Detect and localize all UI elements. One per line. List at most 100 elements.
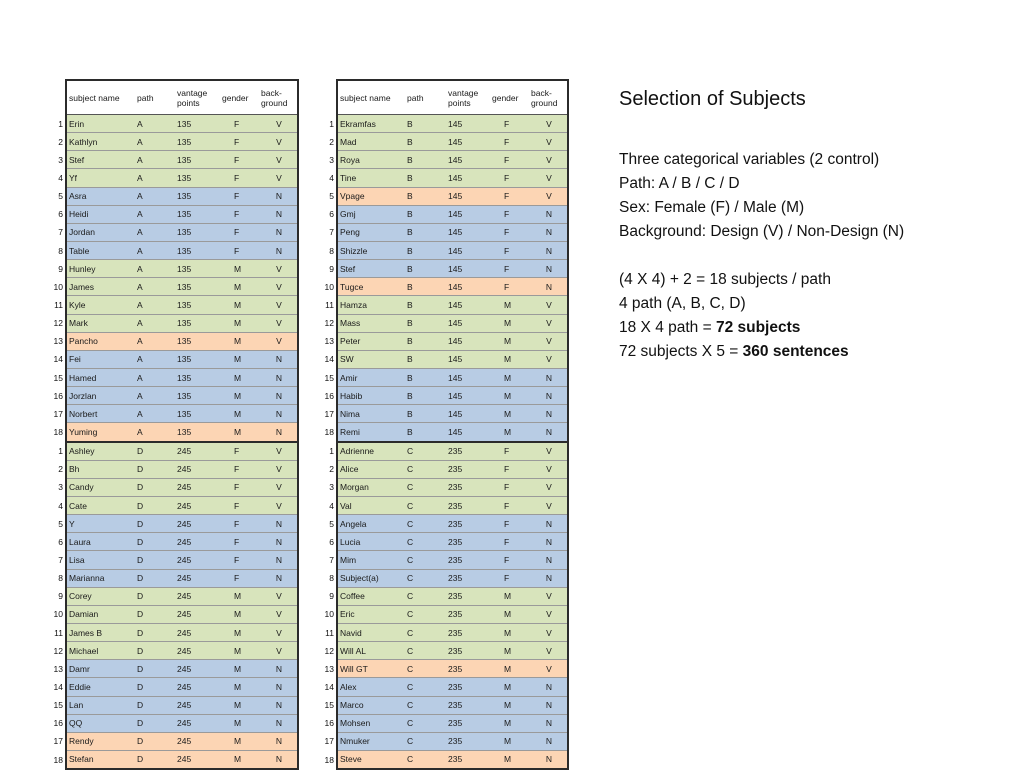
header-background-line2: ground [261,97,288,108]
cell-subject-name: Y [65,514,135,534]
header-background: back-ground [529,79,569,115]
cell-gender: F [490,441,529,461]
cell-gender: F [220,114,259,134]
cell-vantage-points: 135 [175,259,220,279]
cell-subject-name: Jordan [65,223,135,242]
cell-path: D [135,750,175,770]
cell-vantage-points: 145 [446,150,490,170]
cell-vantage-points: 235 [446,587,490,606]
row-number: 5 [322,187,337,206]
cell-gender: F [490,132,529,152]
cell-vantage-points: 235 [446,732,490,751]
row-number: 3 [52,150,66,169]
cell-path: B [405,187,446,206]
table-row: 14 Fei A 135 M N [52,350,299,369]
total-subjects-value: 72 subjects [715,319,801,336]
slide-title: Selection of Subjects [619,88,806,110]
cell-subject-name: Hamed [65,368,135,388]
row-number-header [52,80,66,115]
cell-background: N [529,422,569,443]
cell-path: D [135,569,175,588]
table-row: 18 Remi B 145 M N [322,422,569,443]
cell-path: C [405,460,446,479]
cell-vantage-points: 135 [175,205,220,224]
cell-path: A [135,259,175,279]
row-number: 12 [322,314,337,333]
table-row: 1 Adrienne C 235 F V [322,441,569,461]
cell-gender: M [490,314,529,333]
cell-vantage-points: 135 [175,187,220,206]
cell-path: D [135,677,175,697]
row-number: 13 [52,659,66,678]
table-row: 6 Laura D 245 F N [52,532,299,552]
cell-gender: M [490,404,529,424]
cell-gender: F [220,168,259,188]
table-row: 6 Heidi A 135 F N [52,205,299,224]
cell-vantage-points: 145 [446,295,490,315]
cell-vantage-points: 135 [175,350,220,369]
cell-background: V [259,623,299,643]
cell-gender: F [220,478,259,497]
header-background: back-ground [259,79,299,115]
cell-path: D [135,714,175,733]
cell-vantage-points: 145 [446,259,490,279]
cell-subject-name: Damian [65,605,135,624]
cell-path: A [135,150,175,170]
cell-subject-name: Lan [65,696,135,715]
cell-subject-name: Norbert [65,404,135,424]
cell-gender: M [220,332,259,351]
cell-path: D [135,514,175,534]
cell-vantage-points: 135 [175,114,220,134]
cell-vantage-points: 145 [446,241,490,261]
cell-gender: F [490,478,529,497]
cell-path: C [405,587,446,606]
cell-background: N [529,404,569,424]
total-sentences-prefix: 72 subjects X 5 = [619,343,743,360]
table-row: 14 SW B 145 M V [322,350,569,369]
cell-background: V [259,441,299,461]
cell-gender: F [490,168,529,188]
cell-gender: M [490,386,529,406]
cell-background: N [259,368,299,388]
cell-gender: M [220,587,259,606]
cell-gender: M [490,714,529,733]
cell-subject-name: Tugce [336,277,405,297]
row-number: 9 [52,587,66,606]
table-row: 8 Subject(a) C 235 F N [322,569,569,588]
table-row: 10 Tugce B 145 F N [322,277,569,297]
row-number: 8 [52,569,66,588]
row-number: 9 [322,587,337,606]
cell-gender: M [220,659,259,679]
cell-gender: F [490,150,529,170]
cell-vantage-points: 135 [175,223,220,242]
cell-background: N [259,532,299,552]
cell-subject-name: Steve [336,750,405,770]
header-vantage-points: vantage points [446,79,490,115]
cell-background: V [529,460,569,479]
cell-subject-name: SW [336,350,405,369]
table-row: 7 Mim C 235 F N [322,550,569,570]
cell-vantage-points: 245 [175,696,220,715]
cell-subject-name: Habib [336,386,405,406]
cell-subject-name: Peng [336,223,405,242]
cell-path: A [135,350,175,369]
row-number: 7 [322,223,337,242]
cell-path: A [135,132,175,152]
row-number: 3 [322,478,337,497]
cell-subject-name: Mark [65,314,135,333]
cell-subject-name: Candy [65,478,135,497]
cell-vantage-points: 135 [175,168,220,188]
cell-path: D [135,605,175,624]
row-number: 18 [322,422,337,442]
cell-background: N [259,569,299,588]
cell-subject-name: Erin [65,114,135,134]
header-gender: gender [490,79,529,115]
cell-gender: M [220,677,259,697]
row-number: 10 [52,277,66,296]
row-number: 12 [322,641,337,660]
cell-subject-name: Remi [336,422,405,443]
cell-vantage-points: 245 [175,659,220,679]
cell-vantage-points: 145 [446,368,490,388]
row-number: 4 [52,496,66,515]
row-number: 8 [322,569,337,588]
